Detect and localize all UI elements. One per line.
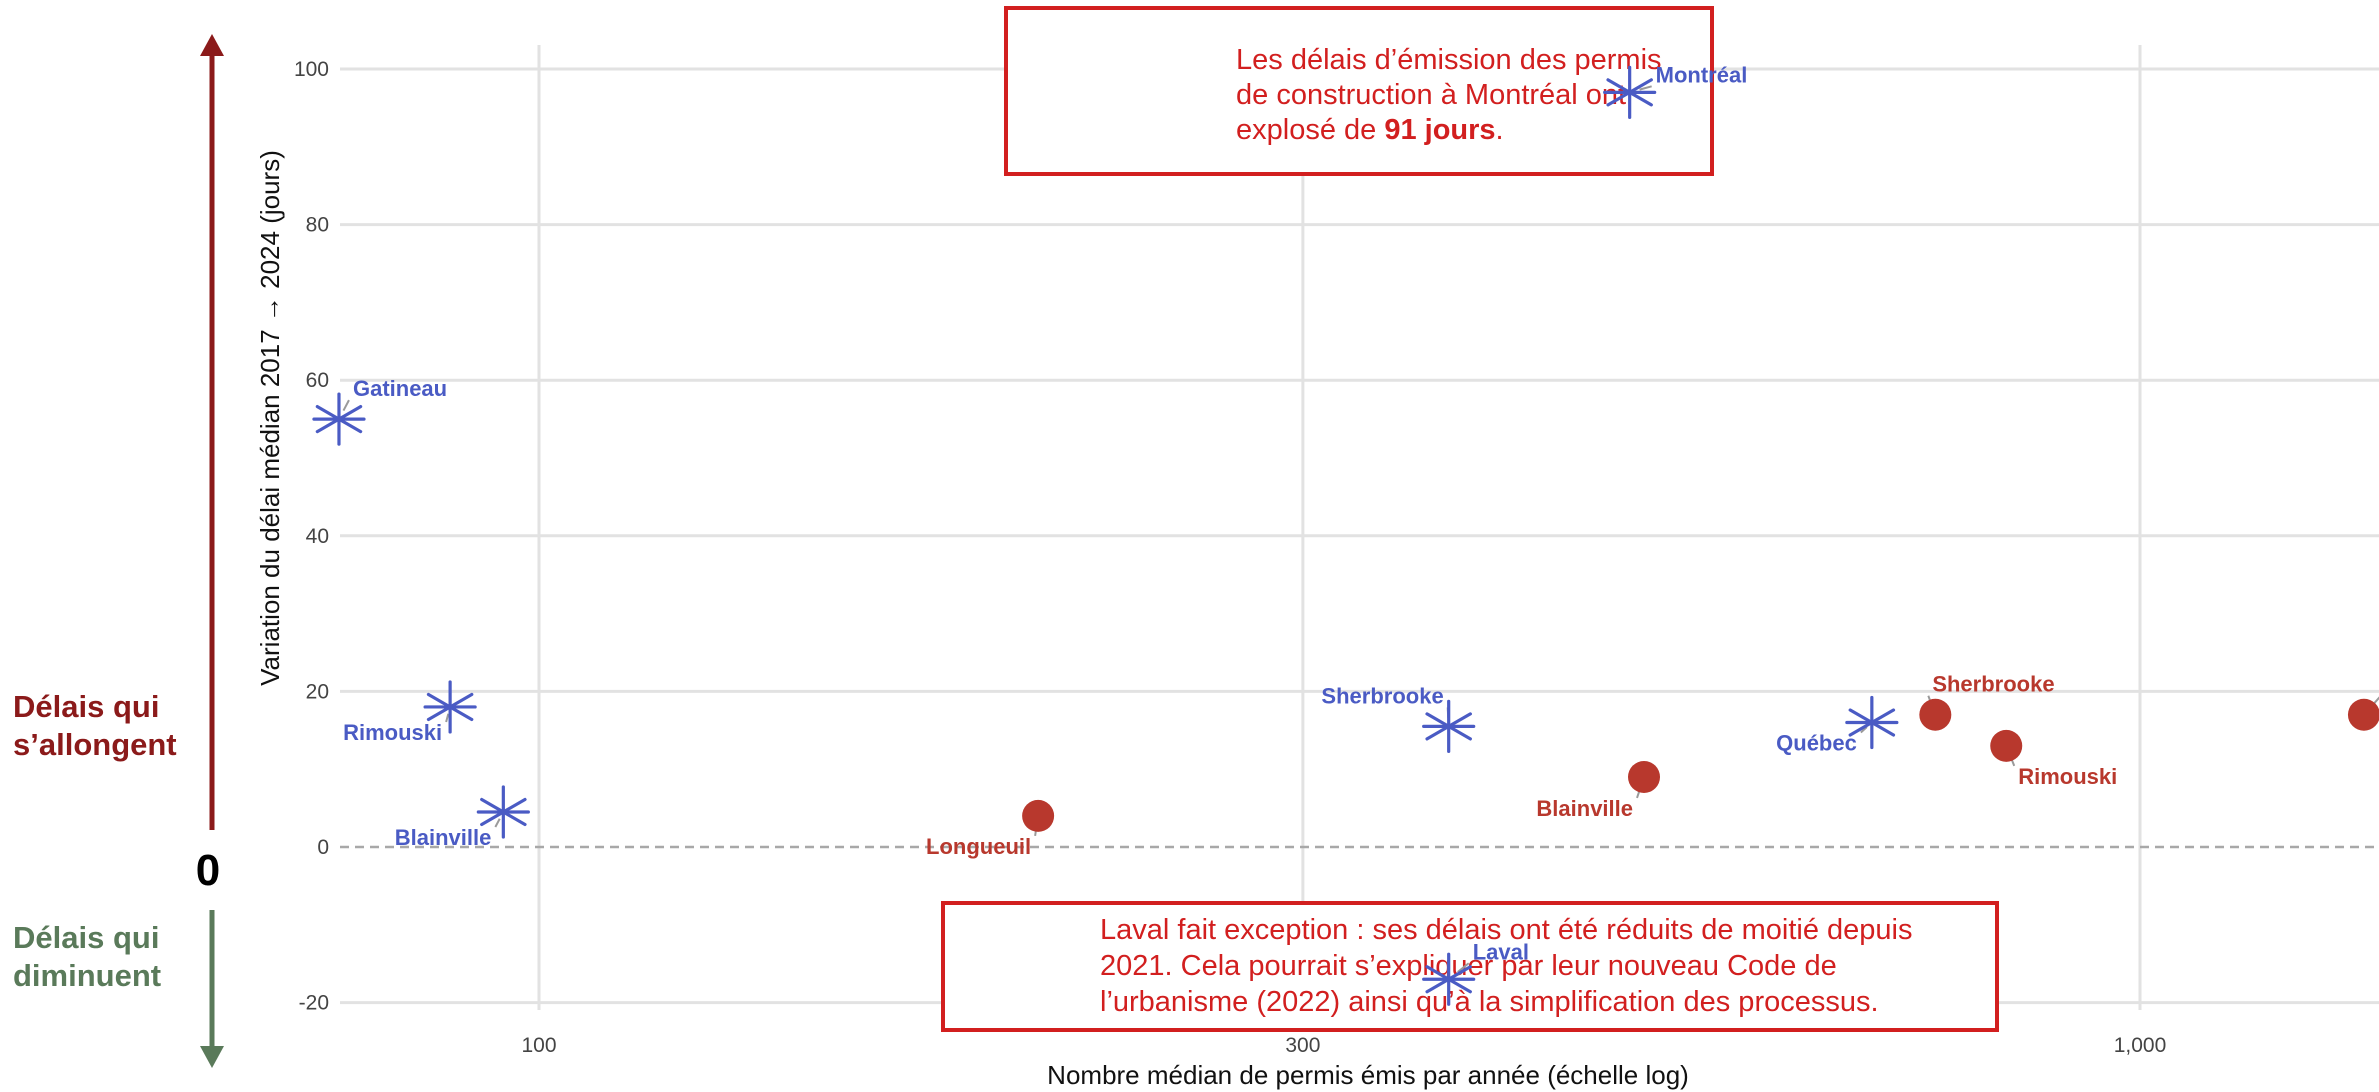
point-label: Longueuil	[926, 834, 1031, 859]
point-asterisk	[1422, 952, 1476, 1006]
point-label: Montréal	[1656, 62, 1748, 87]
label-leader	[1860, 726, 1868, 734]
label-leader	[494, 818, 501, 828]
point-label: Laval	[1473, 939, 1529, 964]
montreal-note-emphasis: 91 jours	[1384, 114, 1495, 146]
x-tick-label: 1,000	[2114, 1034, 2167, 1057]
side-label-down: diminuent	[13, 958, 161, 993]
y-tick-label: 60	[306, 369, 329, 392]
laval-note-line: Laval fait exception : ses délais ont ét…	[1100, 914, 1912, 946]
point-label: Blainville	[1536, 796, 1633, 821]
point-label: Québec	[1776, 731, 1857, 756]
point-circle	[1919, 698, 1952, 731]
point-label: Blainville	[395, 825, 492, 850]
side-label-down: Délais qui	[13, 920, 159, 955]
laval-note-box	[941, 901, 1999, 1032]
label-leaders	[342, 85, 2379, 973]
side-label-zero: 0	[196, 846, 220, 895]
point-circle	[1628, 760, 1661, 793]
y-tick-label: 0	[317, 836, 329, 859]
point-label: Sherbrooke	[1932, 672, 2054, 697]
x-tick-label: 300	[1285, 1034, 1320, 1057]
side-label-up: Délais qui	[13, 689, 159, 724]
side-label-up: s’allongent	[13, 727, 177, 762]
point-label: Rimouski	[2018, 764, 2117, 789]
point-labels: Montréal Gatineau Rimouski Blainville Sherbr…	[343, 62, 2117, 964]
label-leader	[342, 399, 350, 412]
y-tick-label: -20	[299, 992, 329, 1015]
laval-note-line: 2021. Cela pourrait s’expliquer par leur…	[1100, 950, 1837, 982]
montreal-note-line: Les délais d’émission des permis	[1236, 44, 1662, 76]
up-arrow-head	[200, 34, 224, 56]
down-arrow-head	[200, 1046, 224, 1068]
label-leader	[1639, 85, 1652, 91]
y-tick-label: 100	[294, 58, 329, 81]
point-label: Gatineau	[353, 376, 447, 401]
y-tick-label: 40	[306, 525, 329, 548]
point-asterisk	[1845, 695, 1899, 750]
montreal-note-line: de construction à Montréal ont	[1236, 79, 1626, 111]
label-leader	[445, 713, 450, 723]
montreal-note-line: explosé de 91 jours.	[1236, 114, 1504, 146]
axes: Nombre médian de permis émis par année (…	[255, 150, 1689, 1090]
y-axis-title: Variation du délai médian 2017 → 2024 (j…	[255, 150, 285, 686]
point-label: Rimouski	[343, 720, 442, 745]
data-points	[312, 65, 2379, 1006]
point-asterisk	[476, 785, 530, 839]
point-label: Sherbrooke	[1321, 683, 1443, 708]
point-asterisk	[1603, 65, 1657, 119]
y-tick-label: 20	[306, 680, 329, 703]
y-tick-label: 80	[306, 214, 329, 237]
x-tick-label: 100	[521, 1034, 556, 1057]
point-asterisk	[423, 680, 477, 734]
point-circle	[2347, 698, 2379, 731]
point-circle	[1990, 729, 2023, 762]
label-leader	[1457, 962, 1470, 973]
laval-note-line: l’urbanisme (2022) ainsi qu’à la simplif…	[1100, 986, 1879, 1018]
x-axis-title: Nombre médian de permis émis par année (…	[1047, 1060, 1689, 1090]
point-circle	[1022, 799, 1055, 832]
point-asterisk	[1422, 699, 1476, 754]
point-asterisk	[312, 392, 366, 446]
montreal-note-box	[1004, 6, 1714, 176]
